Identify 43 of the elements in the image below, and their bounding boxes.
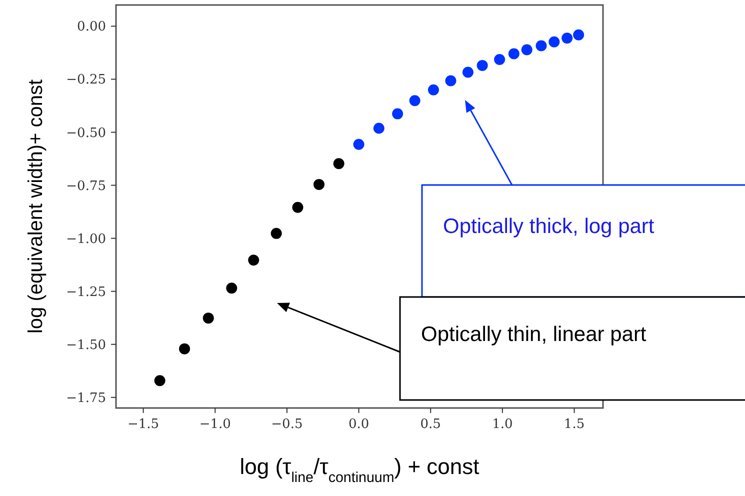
point	[292, 202, 304, 213]
point	[270, 228, 282, 239]
y-tick-label: −0.75	[66, 178, 106, 194]
y-tick-label: −0.50	[66, 126, 106, 141]
annotation: Optically thin, linear part	[421, 323, 646, 346]
y-tick-label: −1.25	[66, 284, 106, 300]
y-tick-label: 0.00	[77, 20, 106, 35]
x-tick-label: 0.0	[348, 417, 370, 432]
point	[521, 44, 532, 56]
point	[508, 48, 520, 60]
point	[179, 343, 190, 354]
x-tick-label: −1.5	[128, 417, 160, 432]
x-axis-title: log (τ$_{line}$/τ$_{continuum}$) + const	[240, 454, 480, 486]
point	[313, 178, 324, 190]
point	[202, 312, 214, 324]
point	[548, 36, 560, 48]
point	[353, 138, 364, 150]
x-tick-label: 1.0	[492, 417, 513, 432]
point	[573, 29, 584, 40]
y-axis-title: log (equivalent width)+ const	[25, 79, 47, 334]
y-tick-label: −1.50	[66, 338, 106, 353]
y-tick-label: −0.25	[66, 72, 106, 88]
point	[476, 60, 488, 71]
x-tick-label: 0.5	[420, 417, 441, 432]
point	[392, 108, 404, 120]
point	[428, 84, 439, 96]
annotation: Optically thick, log part	[443, 215, 654, 238]
point	[373, 122, 384, 134]
x-tick-label: −0.5	[271, 417, 303, 432]
point	[333, 158, 344, 170]
y-tick-label: −1.00	[66, 232, 106, 247]
point	[494, 54, 506, 66]
point	[536, 40, 547, 52]
x-tick-label: 1.5	[564, 417, 585, 432]
point	[154, 375, 166, 386]
point	[462, 66, 474, 78]
point	[445, 75, 456, 86]
point	[409, 95, 420, 106]
point	[226, 282, 238, 294]
y-tick-label: −1.75	[66, 390, 106, 406]
x-tick-label: −1.0	[199, 417, 231, 432]
point	[562, 32, 573, 44]
point	[248, 254, 260, 266]
